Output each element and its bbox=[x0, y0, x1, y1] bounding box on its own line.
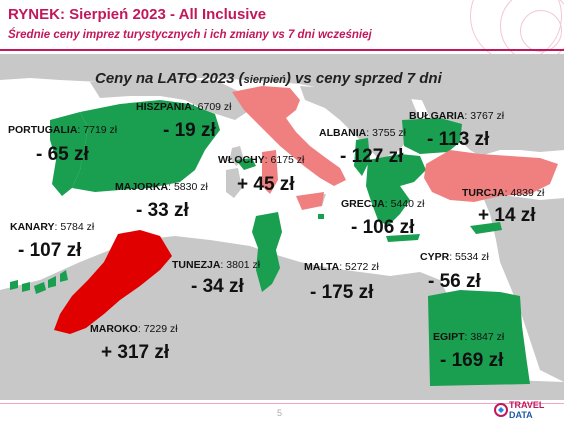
page-number: 5 bbox=[277, 408, 283, 418]
albania-shape bbox=[354, 138, 370, 176]
italy-shape bbox=[232, 86, 346, 186]
bulgaria-shape bbox=[402, 118, 462, 154]
country-name: MALTA bbox=[304, 261, 340, 273]
country-change-albania: - 127 zł bbox=[340, 146, 404, 167]
country-price: 7719 zł bbox=[83, 124, 118, 136]
logo-icon bbox=[494, 403, 508, 417]
country-name: EGIPT bbox=[433, 331, 465, 343]
decorative-circle bbox=[520, 10, 562, 52]
country-name: ALBANIA bbox=[319, 127, 367, 139]
logo-line1: TRAVEL bbox=[509, 400, 545, 410]
country-label-bulgaria: BUŁGARIA: 3767 zł bbox=[409, 110, 505, 122]
country-name: WŁOCHY bbox=[218, 154, 265, 166]
country-label-egypt: EGIPT: 3847 zł bbox=[433, 331, 505, 343]
country-name: KANARY bbox=[10, 221, 55, 233]
country-label-cyprus: CYPR: 5534 zł bbox=[420, 251, 489, 263]
country-label-italy: WŁOCHY: 6175 zł bbox=[218, 154, 305, 166]
crete-shape bbox=[386, 234, 420, 242]
canary-islands-shape bbox=[10, 270, 68, 294]
travel-data-logo: TRAVEL DATA bbox=[494, 398, 562, 422]
portugal-shape bbox=[50, 112, 88, 196]
country-label-albania: ALBANIA: 3755 zł bbox=[319, 127, 406, 139]
country-name: HISZPANIA bbox=[136, 101, 192, 113]
slide-subtitle: Średnie ceny imprez turystycznych i ich … bbox=[8, 29, 372, 41]
egypt-shape bbox=[428, 290, 530, 386]
country-name: TURCJA bbox=[462, 187, 505, 199]
cyprus-shape bbox=[470, 222, 502, 234]
country-change-italy: + 45 zł bbox=[237, 174, 295, 195]
country-price: 6175 zł bbox=[270, 154, 305, 166]
country-price: 6709 zł bbox=[197, 101, 232, 113]
greece-shape bbox=[366, 154, 426, 226]
country-change-cyprus: - 56 zł bbox=[428, 271, 481, 292]
map-heading-main: Ceny na LATO 2023 ( bbox=[95, 70, 244, 87]
country-change-portugal: - 65 zł bbox=[36, 144, 89, 165]
country-change-malta: - 175 zł bbox=[310, 282, 374, 303]
country-change-tunisia: - 34 zł bbox=[191, 276, 244, 297]
country-change-bulgaria: - 113 zł bbox=[427, 129, 490, 150]
country-price: 3767 zł bbox=[470, 110, 505, 122]
title-divider bbox=[0, 49, 564, 51]
sicily-shape bbox=[296, 192, 324, 210]
country-change-canary: - 107 zł bbox=[18, 240, 82, 261]
country-name: CYPR bbox=[420, 251, 450, 263]
country-price: 5272 zł bbox=[345, 261, 379, 273]
country-price: 3755 zł bbox=[372, 127, 406, 139]
country-price: 5784 zł bbox=[60, 221, 95, 233]
country-price: 5534 zł bbox=[455, 251, 489, 263]
map-heading: Ceny na LATO 2023 (sierpień) vs ceny spr… bbox=[95, 70, 442, 87]
map-heading-end: ) vs ceny sprzed 7 dni bbox=[285, 70, 442, 87]
country-name: MAJORKA bbox=[115, 181, 169, 193]
country-label-greece: GRECJA: 5440 zł bbox=[341, 198, 425, 210]
footer-divider bbox=[0, 403, 564, 404]
country-label-spain: HISZPANIA: 6709 zł bbox=[136, 101, 232, 113]
sardinia-shape bbox=[262, 150, 278, 194]
country-price: 3801 zł bbox=[226, 259, 261, 271]
country-change-majorca: - 33 zł bbox=[136, 200, 189, 221]
malta-shape bbox=[318, 214, 324, 219]
tunisia-shape bbox=[252, 212, 282, 292]
country-change-spain: - 19 zł bbox=[163, 120, 216, 141]
country-name: GRECJA bbox=[341, 198, 385, 210]
country-price: 3847 zł bbox=[470, 331, 505, 343]
country-label-portugal: PORTUGALIA: 7719 zł bbox=[8, 124, 118, 136]
country-price: 7229 zł bbox=[143, 323, 178, 335]
morocco-shape bbox=[54, 230, 172, 334]
slide-title: RYNEK: Sierpień 2023 - All Inclusive bbox=[8, 6, 267, 23]
country-change-egypt: - 169 zł bbox=[440, 350, 504, 371]
spain-shape bbox=[72, 100, 220, 192]
majorca-shape bbox=[236, 158, 256, 170]
country-change-greece: - 106 zł bbox=[351, 217, 415, 238]
mediterranean-map bbox=[0, 54, 564, 400]
country-price: 4839 zł bbox=[510, 187, 545, 199]
logo-line2: DATA bbox=[509, 410, 533, 420]
country-label-turkey: TURCJA: 4839 zł bbox=[462, 187, 545, 199]
country-label-tunisia: TUNEZJA: 3801 zł bbox=[172, 259, 261, 271]
country-label-majorca: MAJORKA: 5830 zł bbox=[115, 181, 208, 193]
country-name: TUNEZJA bbox=[172, 259, 221, 271]
country-change-morocco: + 317 zł bbox=[101, 342, 170, 363]
country-name: PORTUGALIA bbox=[8, 124, 78, 136]
country-price: 5440 zł bbox=[390, 198, 425, 210]
country-change-turkey: + 14 zł bbox=[478, 205, 536, 226]
turkey-shape bbox=[424, 150, 558, 202]
country-label-morocco: MAROKO: 7229 zł bbox=[90, 323, 178, 335]
country-label-canary: KANARY: 5784 zł bbox=[10, 221, 95, 233]
country-price: 5830 zł bbox=[173, 181, 208, 193]
country-name: BUŁGARIA bbox=[409, 110, 465, 122]
country-name: MAROKO bbox=[90, 323, 138, 335]
country-label-malta: MALTA: 5272 zł bbox=[304, 261, 379, 273]
map-heading-month: sierpień bbox=[243, 74, 286, 86]
